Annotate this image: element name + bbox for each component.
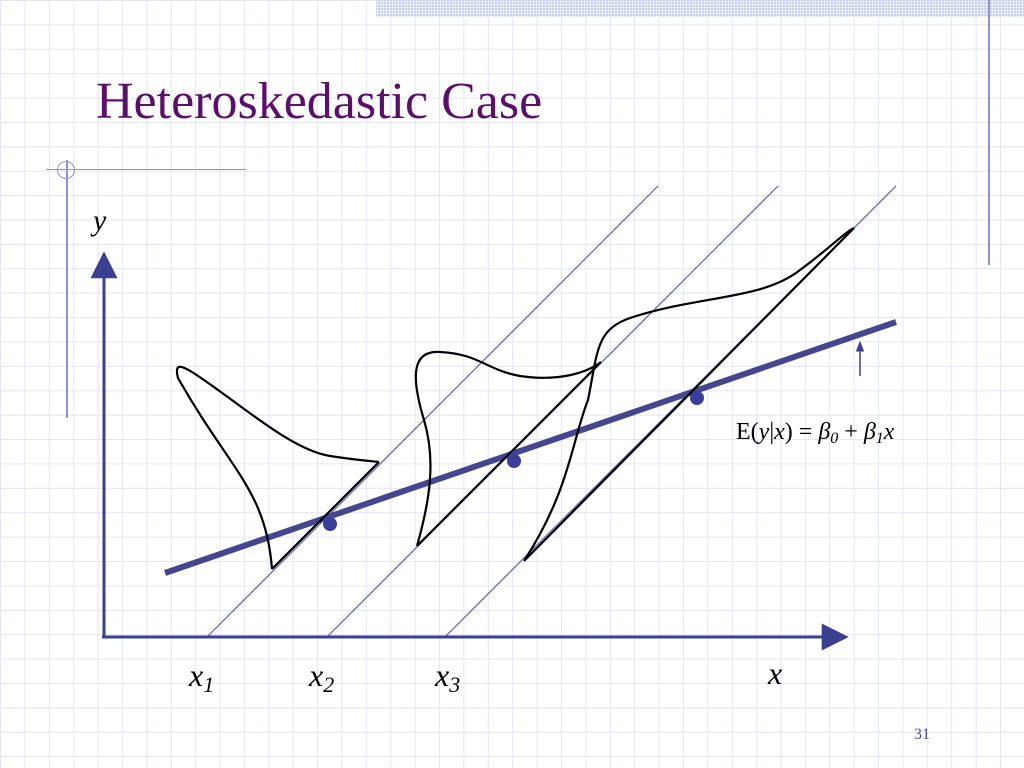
x-axis-label: x [767, 655, 782, 691]
eq-part: + [838, 419, 864, 445]
density-curve-x3 [523, 226, 855, 562]
right-decorative-rule [988, 0, 990, 265]
x-tick-label-2: x2 [308, 657, 334, 697]
slide-title: Heteroskedastic Case [96, 73, 543, 130]
x-tick-sub: 3 [448, 672, 460, 697]
density-baseline-x2 [416, 361, 602, 547]
density-baseline-x1 [271, 461, 380, 570]
x-tick-base: x [188, 657, 203, 693]
eq-part: β [817, 419, 830, 445]
x-tick-label-1: x1 [188, 657, 214, 697]
y-axis-label: y [90, 204, 107, 237]
eq-part: 0 [830, 430, 838, 447]
regression-equation-label: E(y|x) = β0 + β1x [736, 419, 895, 447]
eq-part: y [757, 419, 770, 445]
eq-part: 1 [876, 430, 884, 447]
eq-part: | [769, 419, 774, 445]
density-curve-x2 [414, 350, 602, 547]
eq-part: β [863, 419, 876, 445]
top-decorative-bar [376, 0, 1024, 17]
left-decorative-rule [66, 160, 68, 418]
x-tick-sub: 1 [203, 672, 214, 697]
guide-line-x1 [206, 185, 659, 638]
eq-part: x [883, 419, 895, 445]
x-tick-base: x [434, 657, 449, 693]
eq-part: E( [736, 419, 759, 445]
mean-point-x3 [690, 391, 704, 405]
x-tick-base: x [308, 657, 323, 693]
x-tick-label-3: x3 [434, 657, 460, 697]
eq-part: x [773, 419, 785, 445]
mean-point-x1 [323, 517, 337, 531]
title-decorative-rule [46, 169, 246, 170]
eq-part: ) = [785, 419, 819, 445]
regression-line [164, 319, 897, 576]
mean-point-x2 [507, 454, 521, 468]
page-number: 31 [914, 726, 930, 743]
x-tick-sub: 2 [323, 672, 334, 697]
title-decorative-ring [57, 161, 75, 179]
density-curve-x1 [175, 365, 380, 570]
density-baseline-x3 [523, 227, 855, 562]
